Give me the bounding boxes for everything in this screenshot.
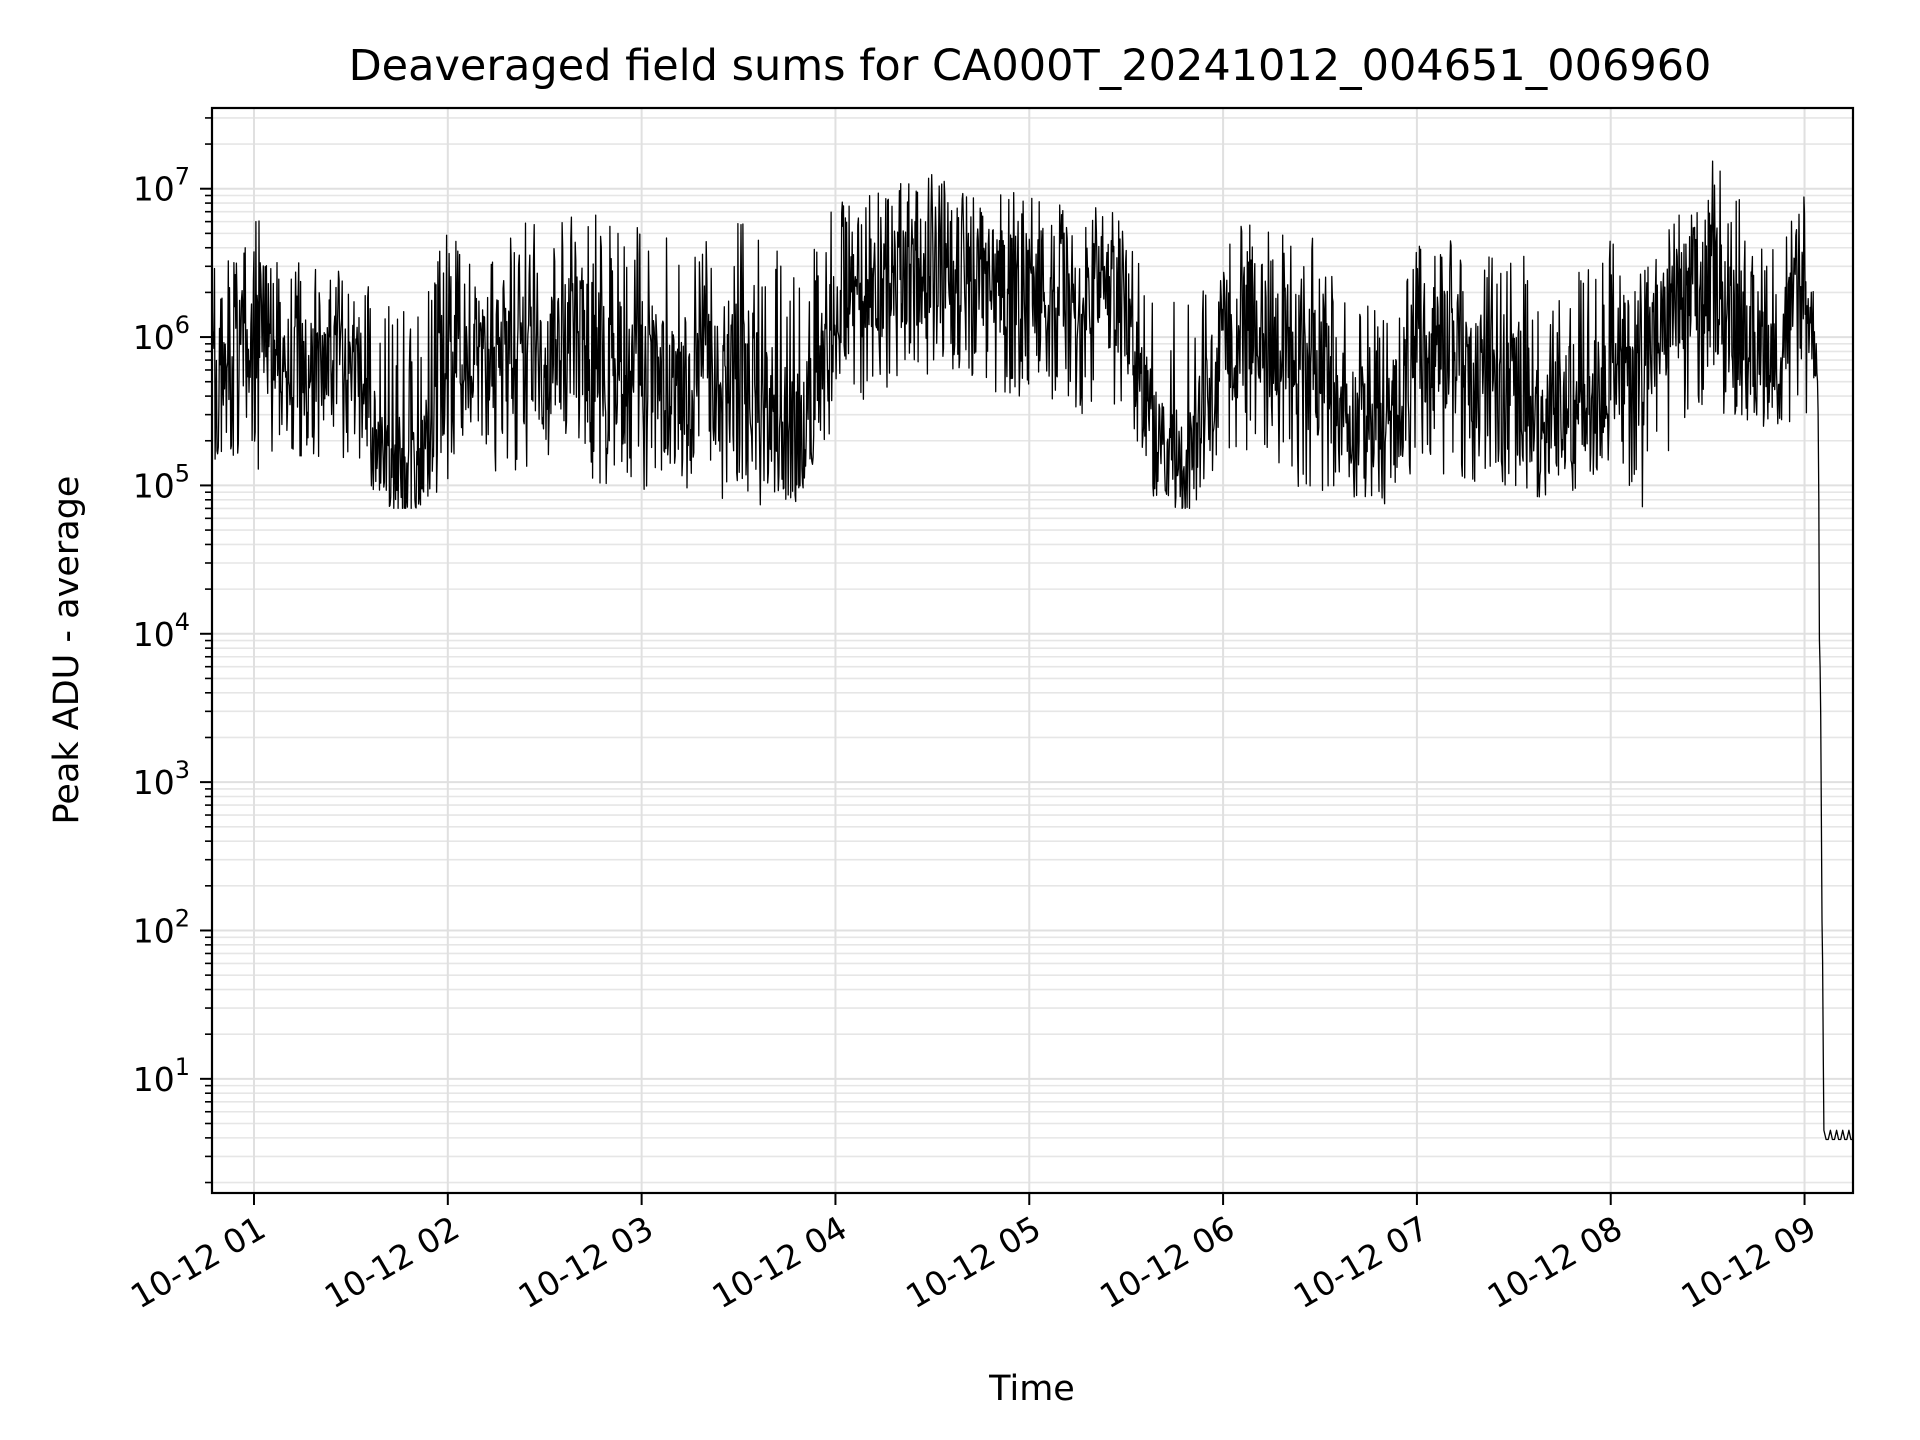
y-tick-exponent: 5 (175, 459, 190, 487)
y-tick-base: 10 (133, 615, 175, 654)
y-tick-label: 104 (133, 608, 190, 654)
y-tick-label: 106 (133, 311, 190, 357)
y-tick-base: 10 (133, 318, 175, 357)
y-tick-label: 107 (133, 163, 190, 209)
y-tick-exponent: 1 (175, 1053, 190, 1081)
plot-area-frame (210, 106, 1855, 1195)
y-tick-label: 105 (133, 459, 190, 505)
x-axis-label: Time (988, 1369, 1075, 1409)
y-tick-exponent: 2 (175, 904, 190, 932)
chart-title: Deaveraged field sums for CA000T_2024101… (349, 41, 1712, 91)
y-tick-exponent: 4 (175, 608, 190, 636)
y-tick-label: 103 (133, 756, 190, 802)
y-tick-base: 10 (133, 911, 175, 950)
y-tick-label: 102 (133, 904, 190, 950)
y-tick-exponent: 6 (175, 311, 190, 339)
y-tick-exponent: 7 (175, 163, 190, 191)
y-tick-label: 101 (133, 1053, 190, 1099)
series-layer (211, 160, 1853, 1141)
y-tick-base: 10 (133, 170, 175, 209)
y-tick-base: 10 (133, 763, 175, 802)
y-tick-base: 10 (133, 466, 175, 505)
y-axis-label: Peak ADU - average (47, 476, 87, 825)
y-tick-base: 10 (133, 1060, 175, 1099)
y-tick-exponent: 3 (175, 756, 190, 784)
series-line (211, 160, 1853, 1141)
